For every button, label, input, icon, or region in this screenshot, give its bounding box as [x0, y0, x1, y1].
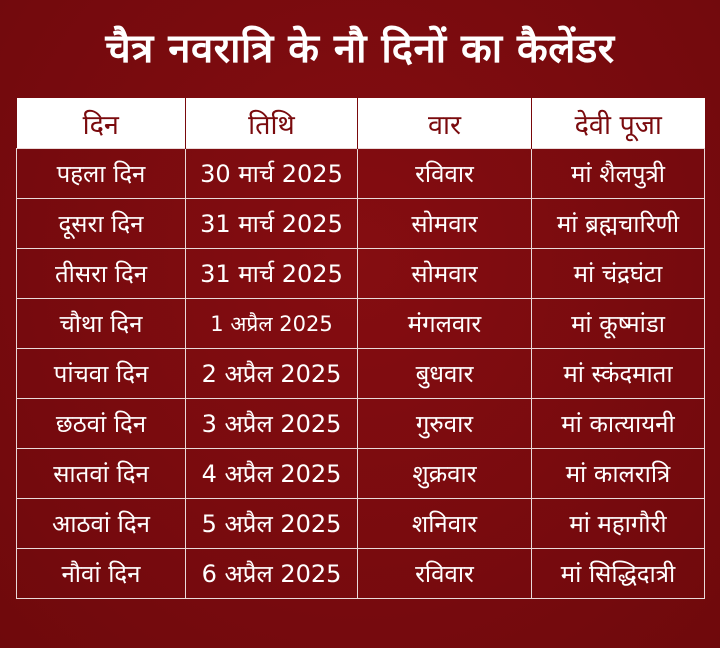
cell-day: पहला दिन [16, 148, 186, 199]
table-row: दूसरा दिन 31 मार्च 2025 सोमवार मां ब्रह्… [16, 198, 705, 249]
cell-date: 30 मार्च 2025 [185, 148, 358, 199]
cell-goddess: मां कूष्मांडा [531, 298, 705, 349]
cell-weekday: शनिवार [357, 498, 532, 549]
cell-date: 6 अप्रैल 2025 [185, 548, 358, 599]
cell-day: नौवां दिन [16, 548, 186, 599]
cell-day: पांचवा दिन [16, 348, 186, 399]
cell-goddess: मां स्कंदमाता [531, 348, 705, 399]
table-header-row: दिन तिथि वार देवी पूजा [16, 98, 705, 149]
cell-goddess: मां चंद्रघंटा [531, 248, 705, 299]
cell-day: चौथा दिन [16, 298, 186, 349]
header-weekday: वार [357, 98, 532, 149]
cell-goddess: मां शैलपुत्री [531, 148, 705, 199]
cell-day: छठवां दिन [16, 398, 186, 449]
cell-date: 31 मार्च 2025 [185, 198, 358, 249]
cell-weekday: रविवार [357, 148, 532, 199]
cell-date: 3 अप्रैल 2025 [185, 398, 358, 449]
header-goddess: देवी पूजा [531, 98, 705, 149]
header-date: तिथि [185, 98, 358, 149]
cell-goddess: मां सिद्धिदात्री [531, 548, 705, 599]
cell-goddess: मां कात्यायनी [531, 398, 705, 449]
cell-date: 5 अप्रैल 2025 [185, 498, 358, 549]
cell-weekday: शुक्रवार [357, 448, 532, 499]
cell-day: तीसरा दिन [16, 248, 186, 299]
table-row: आठवां दिन 5 अप्रैल 2025 शनिवार मां महागौ… [16, 498, 705, 549]
table-row: पहला दिन 30 मार्च 2025 रविवार मां शैलपुत… [16, 148, 705, 199]
cell-date: 1 अप्रैल 2025 [185, 298, 358, 349]
table-row: पांचवा दिन 2 अप्रैल 2025 बुधवार मां स्कं… [16, 348, 705, 399]
header-day: दिन [16, 98, 186, 149]
table-row: छठवां दिन 3 अप्रैल 2025 गुरुवार मां कात्… [16, 398, 705, 449]
table-row: तीसरा दिन 31 मार्च 2025 सोमवार मां चंद्र… [16, 248, 705, 299]
cell-weekday: रविवार [357, 548, 532, 599]
cell-goddess: मां महागौरी [531, 498, 705, 549]
cell-day: आठवां दिन [16, 498, 186, 549]
cell-date: 31 मार्च 2025 [185, 248, 358, 299]
cell-weekday: बुधवार [357, 348, 532, 399]
cell-goddess: मां ब्रह्मचारिणी [531, 198, 705, 249]
table-row: नौवां दिन 6 अप्रैल 2025 रविवार मां सिद्ध… [16, 548, 705, 599]
table-row: चौथा दिन 1 अप्रैल 2025 मंगलवार मां कूष्म… [16, 298, 705, 349]
cell-day: सातवां दिन [16, 448, 186, 499]
cell-weekday: सोमवार [357, 198, 532, 249]
cell-date: 2 अप्रैल 2025 [185, 348, 358, 399]
cell-date: 4 अप्रैल 2025 [185, 448, 358, 499]
cell-day: दूसरा दिन [16, 198, 186, 249]
cell-weekday: सोमवार [357, 248, 532, 299]
cell-goddess: मां कालरात्रि [531, 448, 705, 499]
table-row: सातवां दिन 4 अप्रैल 2025 शुक्रवार मां का… [16, 448, 705, 499]
navratri-calendar-table: दिन तिथि वार देवी पूजा पहला दिन 30 मार्च… [16, 98, 705, 599]
cell-weekday: गुरुवार [357, 398, 532, 449]
page-title: चैत्र नवरात्रि के नौ दिनों का कैलेंडर [105, 26, 615, 72]
cell-weekday: मंगलवार [357, 298, 532, 349]
